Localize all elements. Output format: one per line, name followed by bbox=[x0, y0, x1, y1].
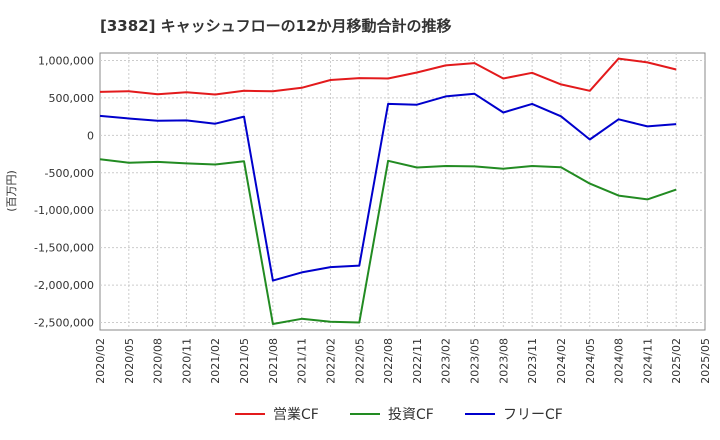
y-axis-ticks: 1,000,000 500,000 0 -500,000 -1,000,000 -1,50… bbox=[34, 54, 94, 329]
x-tick-label: 2023/11 bbox=[526, 338, 539, 384]
x-tick-label: 2020/05 bbox=[123, 338, 136, 384]
x-tick-label: 2021/08 bbox=[267, 338, 280, 384]
x-tick-label: 2022/08 bbox=[382, 338, 395, 384]
x-tick-label: 2021/05 bbox=[238, 338, 251, 384]
x-tick-label: 2025/02 bbox=[670, 338, 683, 384]
x-tick-label: 2023/02 bbox=[440, 338, 453, 384]
x-tick-label: 2023/05 bbox=[469, 338, 482, 384]
y-tick-label: -2,500,000 bbox=[34, 317, 94, 330]
y-tick-label: 0 bbox=[87, 129, 94, 142]
x-tick-label: 2021/11 bbox=[296, 338, 309, 384]
y-tick-label: -1,500,000 bbox=[34, 242, 94, 255]
legend-label: フリーCF bbox=[503, 407, 563, 423]
series-line-2 bbox=[99, 92, 677, 282]
x-tick-label: 2025/05 bbox=[699, 338, 712, 384]
legend-label: 投資CF bbox=[388, 407, 434, 423]
chart-title: [3382] キャッシュフローの12か月移動合計の推移 bbox=[100, 17, 452, 35]
x-tick-label: 2024/08 bbox=[613, 338, 626, 384]
y-tick-label: 500,000 bbox=[49, 92, 95, 105]
x-tick-label: 2022/02 bbox=[324, 338, 337, 384]
x-tick-label: 2024/05 bbox=[584, 338, 597, 384]
legend: 営業CF 投資CF フリーCF bbox=[235, 407, 563, 423]
y-tick-label: -2,000,000 bbox=[34, 279, 94, 292]
x-tick-label: 2024/02 bbox=[555, 338, 568, 384]
series-line-1 bbox=[99, 158, 677, 325]
y-tick-label: -500,000 bbox=[45, 167, 94, 180]
grid-layer bbox=[100, 53, 705, 330]
y-tick-label: 1,000,000 bbox=[38, 54, 94, 67]
y-tick-label: -1,000,000 bbox=[34, 204, 94, 217]
plot-area bbox=[99, 52, 706, 331]
x-tick-label: 2024/11 bbox=[641, 338, 654, 384]
x-tick-label: 2022/05 bbox=[353, 338, 366, 384]
x-axis-ticks: 2020/02 2020/05 2020/08 2020/11 2021/02 2021/… bbox=[94, 338, 712, 384]
x-tick-label: 2020/08 bbox=[152, 338, 165, 384]
x-tick-label: 2021/02 bbox=[209, 338, 222, 384]
x-tick-label: 2020/11 bbox=[180, 338, 193, 384]
x-tick-label: 2023/08 bbox=[497, 338, 510, 384]
series-line-0 bbox=[99, 57, 677, 96]
x-tick-label: 2022/11 bbox=[411, 338, 424, 384]
series-layer bbox=[99, 57, 677, 325]
legend-label: 営業CF bbox=[273, 407, 319, 423]
y-axis-label: (百万円) bbox=[5, 170, 18, 212]
x-tick-label: 2020/02 bbox=[94, 338, 107, 384]
